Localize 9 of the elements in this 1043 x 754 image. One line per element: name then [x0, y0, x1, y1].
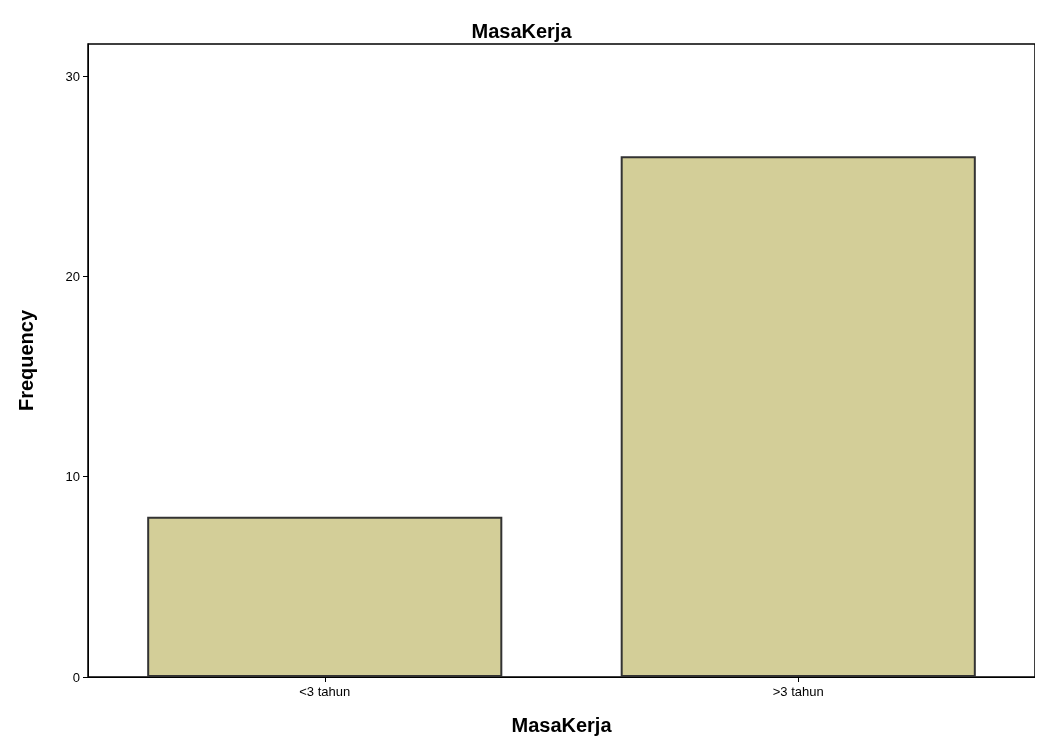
- x-tick-label: <3 tahun: [299, 684, 351, 699]
- y-tick-label: 10: [65, 469, 80, 485]
- y-tick-label: 0: [72, 669, 80, 685]
- y-tick-label: 30: [65, 68, 80, 84]
- y-axis-title: Frequency: [15, 309, 37, 412]
- chart-title: MasaKerja: [471, 20, 573, 42]
- x-tick-label: >3 tahun: [772, 684, 824, 699]
- y-tick-label: 20: [65, 268, 80, 284]
- x-axis-title: MasaKerja: [511, 714, 613, 736]
